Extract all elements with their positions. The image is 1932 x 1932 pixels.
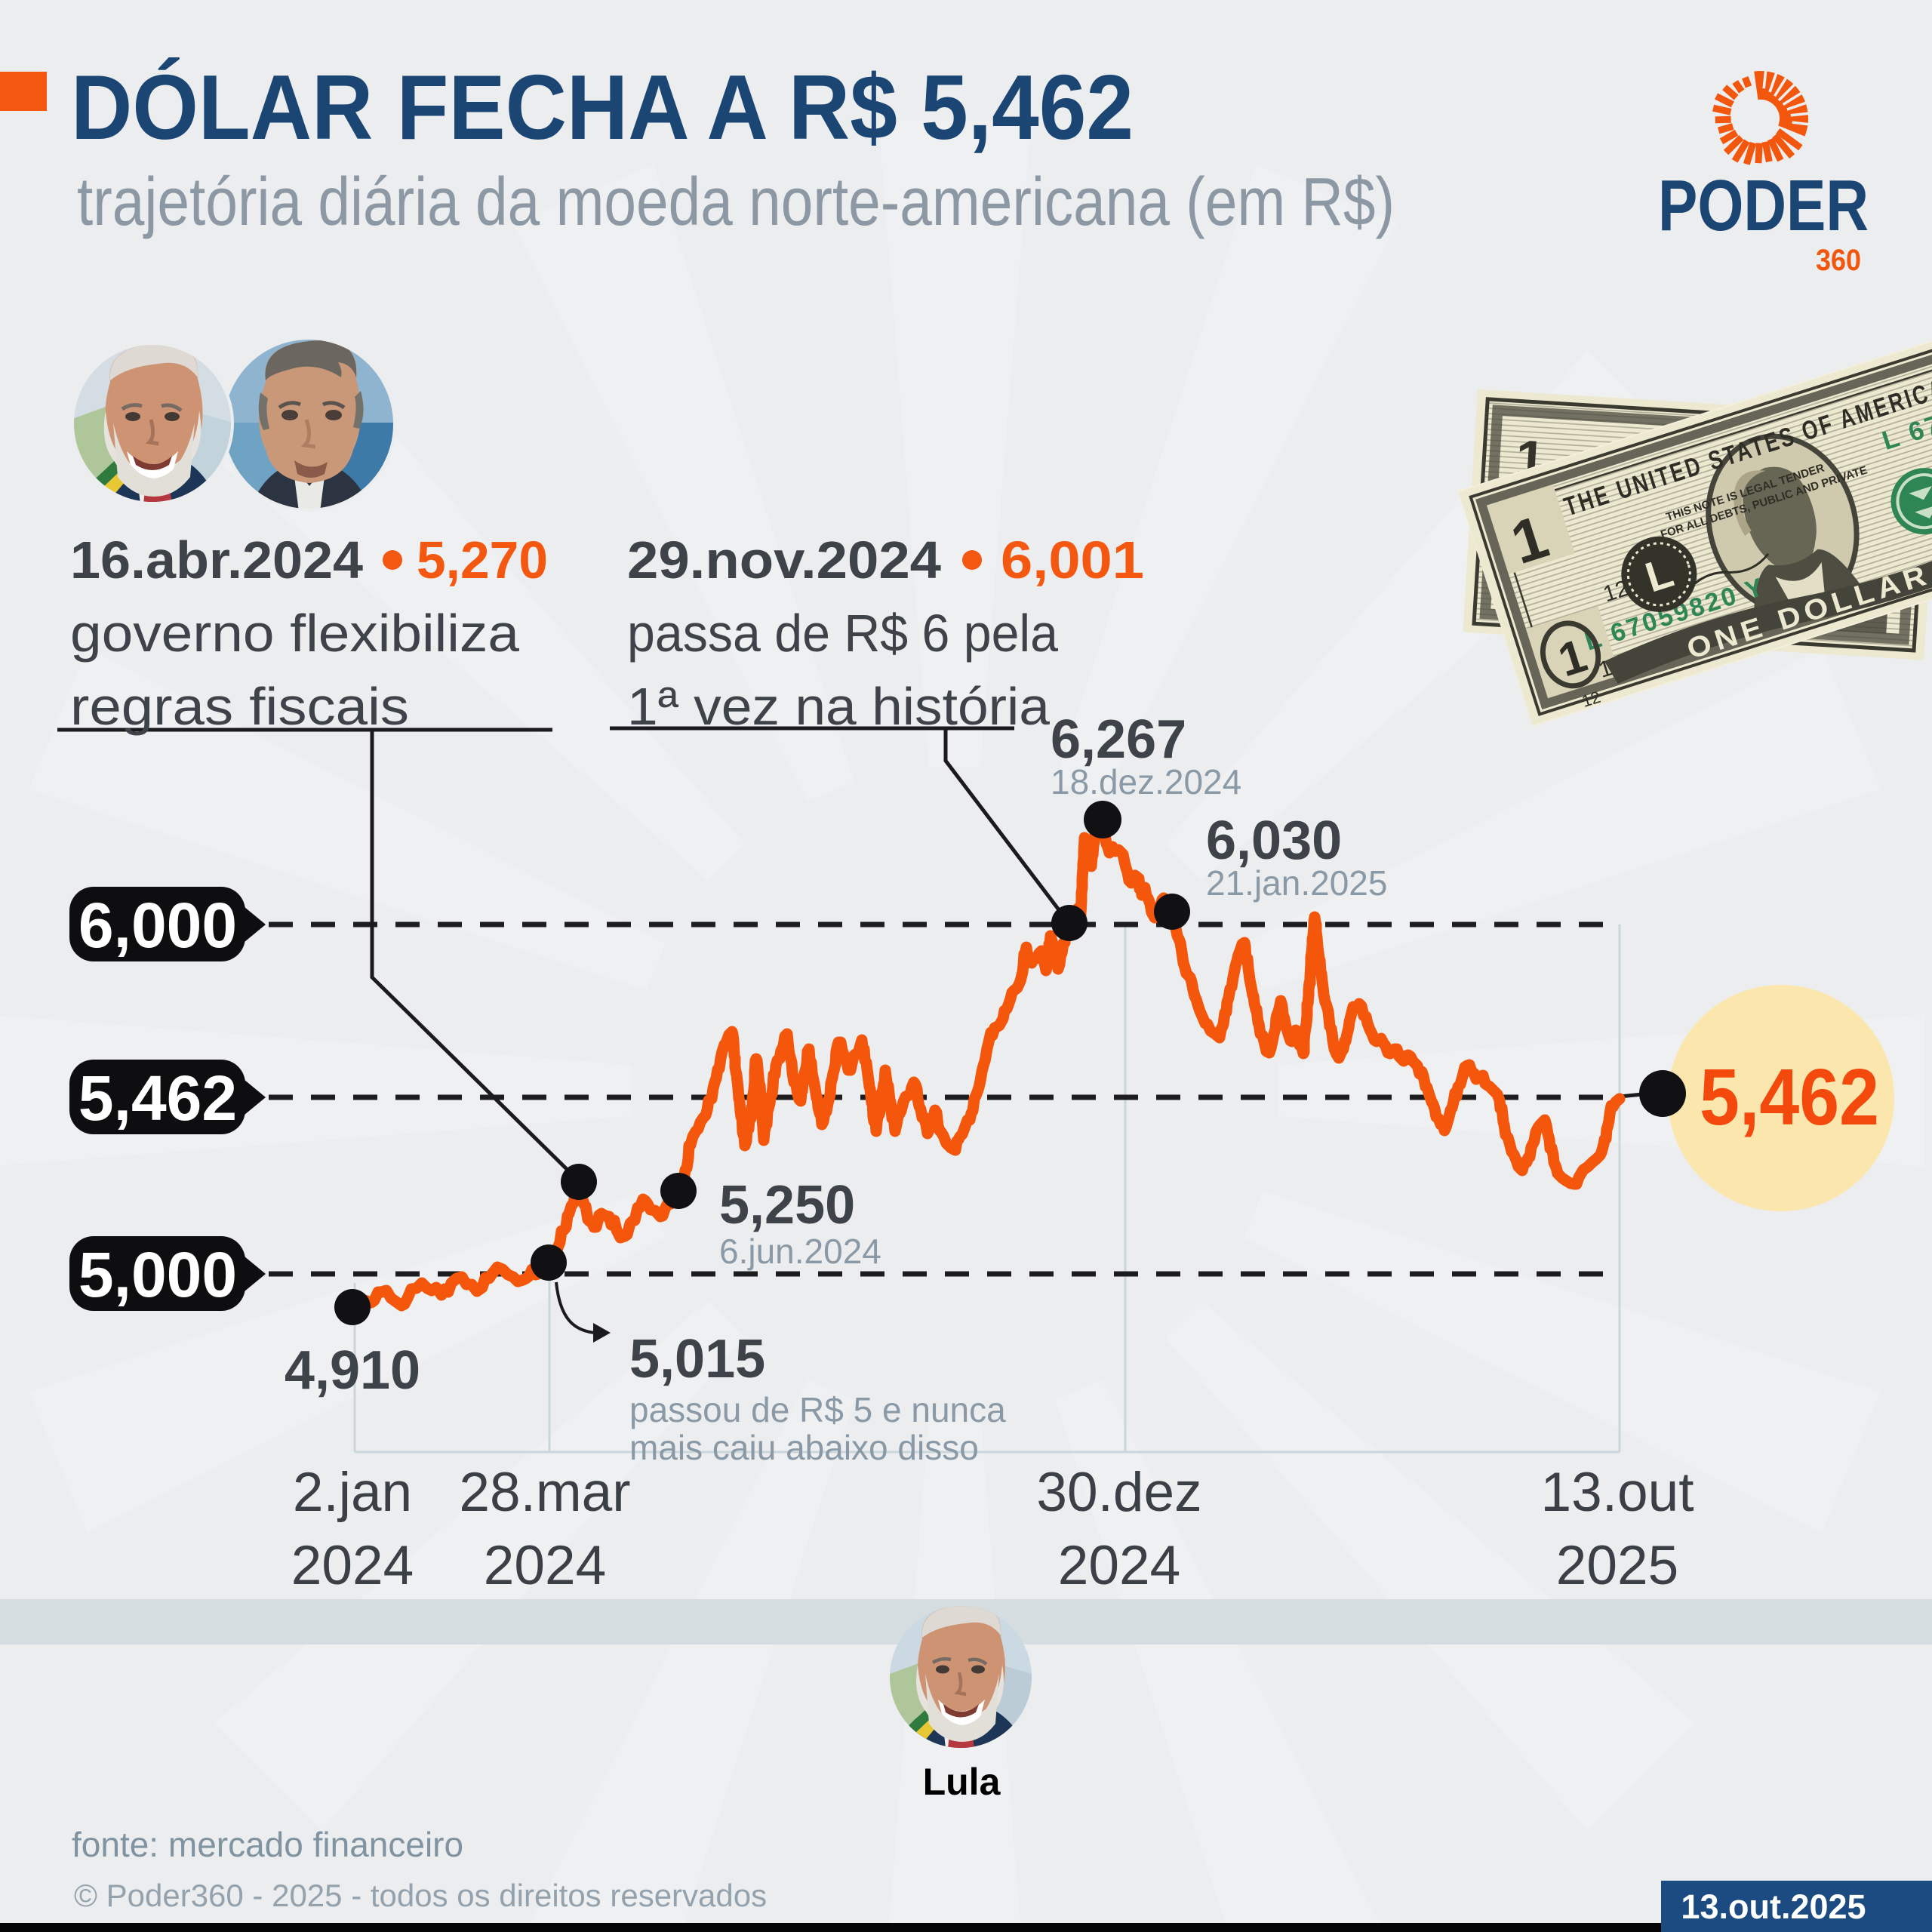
svg-text:5,000: 5,000 (78, 1239, 237, 1310)
svg-text:6,267: 6,267 (1051, 709, 1186, 770)
svg-text:1ª vez na história: 1ª vez na história (627, 677, 1050, 736)
svg-text:29.nov.2024: 29.nov.2024 (627, 531, 941, 589)
svg-text:mais caiu abaixo disso: mais caiu abaixo disso (629, 1428, 979, 1467)
svg-text:© Poder360 - 2025 - todos os d: © Poder360 - 2025 - todos os direitos re… (74, 1878, 767, 1913)
svg-text:2024: 2024 (291, 1535, 414, 1596)
svg-text:6.jun.2024: 6.jun.2024 (719, 1232, 881, 1271)
svg-text:5,462: 5,462 (78, 1063, 237, 1134)
svg-text:2025: 2025 (1556, 1535, 1678, 1596)
svg-text:28.mar: 28.mar (459, 1462, 630, 1523)
svg-text:fonte: mercado financeiro: fonte: mercado financeiro (72, 1825, 463, 1864)
svg-text:18.dez.2024: 18.dez.2024 (1051, 762, 1241, 801)
svg-text:13.out.2025: 13.out.2025 (1681, 1887, 1866, 1926)
svg-text:5,270: 5,270 (417, 531, 548, 589)
svg-text:2024: 2024 (484, 1535, 606, 1596)
svg-text:360: 360 (1816, 244, 1861, 277)
svg-text:passou de R$ 5 e nunca: passou de R$ 5 e nunca (629, 1390, 1006, 1429)
svg-text:regras fiscais: regras fiscais (70, 677, 409, 736)
svg-text:DÓLAR FECHA A R$ 5,462: DÓLAR FECHA A R$ 5,462 (71, 56, 1134, 158)
svg-text:16.abr.2024: 16.abr.2024 (70, 531, 363, 589)
svg-text:2024: 2024 (1058, 1535, 1180, 1596)
svg-text:PODER: PODER (1658, 165, 1869, 246)
svg-text:5,250: 5,250 (719, 1175, 855, 1235)
svg-text:trajetória diária da moeda nor: trajetória diária da moeda norte-america… (77, 165, 1395, 240)
svg-text:4,910: 4,910 (285, 1340, 420, 1401)
svg-text:21.jan.2025: 21.jan.2025 (1206, 863, 1387, 903)
svg-text:6,001: 6,001 (1001, 531, 1144, 589)
svg-text:Lula: Lula (923, 1761, 1001, 1803)
svg-text:6,030: 6,030 (1206, 811, 1342, 871)
svg-text:governo flexibiliza: governo flexibiliza (70, 604, 519, 663)
svg-text:5,015: 5,015 (629, 1329, 765, 1389)
svg-text:2.jan: 2.jan (293, 1462, 412, 1523)
svg-text:6,000: 6,000 (78, 890, 237, 961)
svg-text:13.out: 13.out (1541, 1462, 1694, 1523)
svg-text:30.dez: 30.dez (1036, 1462, 1201, 1523)
svg-text:passa de R$ 6 pela: passa de R$ 6 pela (627, 604, 1058, 663)
svg-text:5,462: 5,462 (1700, 1053, 1879, 1142)
